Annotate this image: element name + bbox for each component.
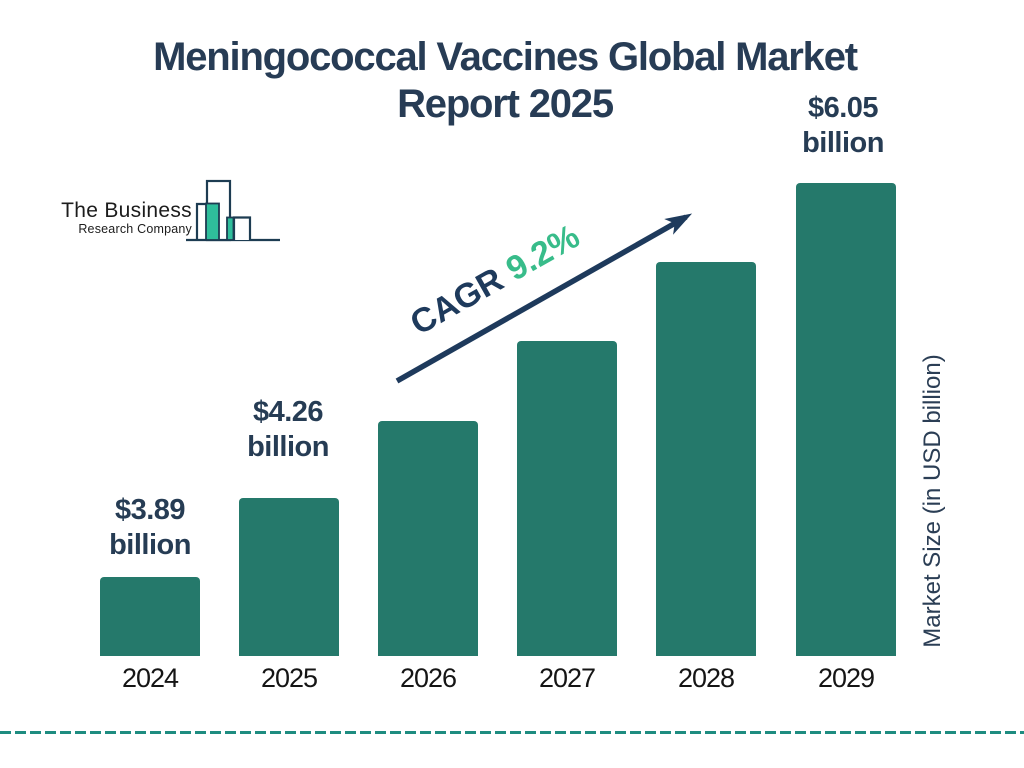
value-unit: billion	[802, 127, 884, 159]
value-unit: billion	[109, 529, 191, 561]
x-axis-label-2029: 2029	[817, 663, 875, 693]
value-amount: $3.89	[114, 494, 186, 526]
bottom-dashed-divider	[0, 731, 1024, 734]
bar-2026	[378, 421, 478, 656]
cagr-label: CAGR	[403, 260, 510, 343]
x-axis-label-2027: 2027	[538, 663, 596, 693]
chart-title-line2: Report 2025	[397, 82, 614, 126]
bar-2027	[517, 341, 617, 656]
bar-2025	[239, 498, 339, 656]
bar-2024	[100, 577, 200, 656]
bar-2028	[656, 262, 756, 656]
x-axis-label-2024: 2024	[121, 663, 179, 693]
value-amount: $6.05	[807, 92, 879, 124]
y-axis-title: Market Size (in USD billion)	[919, 354, 946, 648]
cagr-value: 9.2%	[499, 217, 586, 289]
x-axis-label-2025: 2025	[260, 663, 318, 693]
value-label-2025: $4.26 billion	[218, 395, 358, 465]
value-unit: billion	[247, 431, 329, 463]
company-logo-name: The Business	[61, 199, 192, 222]
bar-2029	[796, 183, 896, 656]
x-axis-label-2026: 2026	[399, 663, 457, 693]
chart-title-line1: Meningococcal Vaccines Global Market	[153, 35, 858, 79]
logo-bar-skyline-icon	[186, 179, 280, 242]
value-label-2024: $3.89 billion	[80, 493, 220, 563]
cagr-annotation: CAGR9.2%	[371, 197, 619, 363]
company-logo-subname: Research Company	[78, 222, 192, 236]
value-label-2029: $6.05 billion	[773, 91, 913, 161]
x-axis-label-2028: 2028	[677, 663, 735, 693]
company-logo-text: The Business Research Company	[58, 199, 192, 236]
chart-title: Meningococcal Vaccines Global Market Rep…	[0, 34, 1010, 128]
value-amount: $4.26	[252, 396, 324, 428]
